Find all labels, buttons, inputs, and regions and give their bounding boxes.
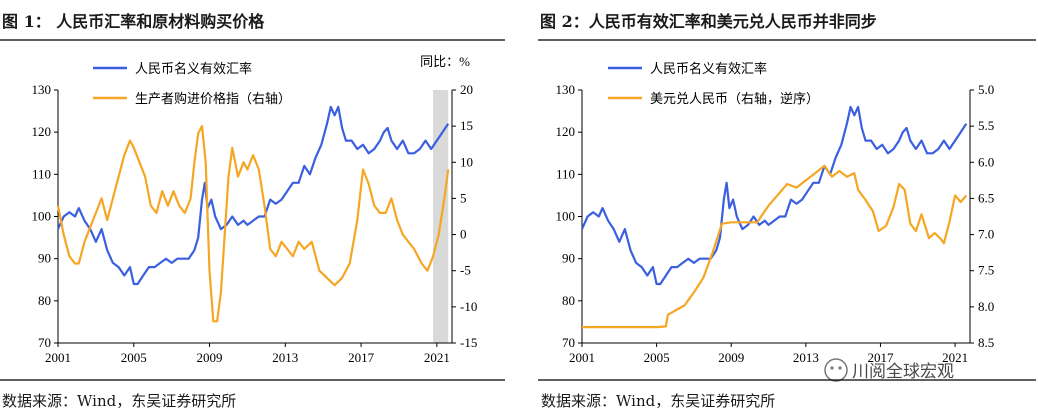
x-tick-label: 2013 bbox=[793, 350, 819, 365]
chart-2-title: 图 2：人民币有效汇率和美元兑人民币并非同步 bbox=[540, 12, 877, 31]
y-tick-label: 80 bbox=[38, 293, 51, 308]
x-tick-label: 2001 bbox=[569, 350, 595, 365]
legend-label-1: 人民币名义有效汇率 bbox=[135, 61, 252, 77]
y2-tick-label: -15 bbox=[460, 335, 477, 350]
x-tick-label: 2021 bbox=[424, 350, 450, 365]
x-tick-label: 2017 bbox=[348, 350, 375, 365]
y2-tick-label: 6.5 bbox=[978, 190, 994, 205]
y2-tick-label: 5.0 bbox=[978, 82, 994, 97]
series-line-2 bbox=[582, 164, 968, 329]
legend-label-1: 人民币名义有效汇率 bbox=[650, 61, 767, 77]
y2-tick-label: 6.0 bbox=[978, 154, 994, 169]
y-tick-label: 130 bbox=[556, 82, 576, 97]
wechat-logo-eye-left bbox=[830, 366, 834, 370]
y2-tick-label: 20 bbox=[460, 82, 473, 97]
chart-1-title: 图 1： 人民币汇率和原材料购买价格 bbox=[2, 12, 265, 31]
x-tick-label: 2001 bbox=[45, 350, 71, 365]
wechat-logo-eye-right bbox=[838, 366, 842, 370]
y2-tick-label: 8.5 bbox=[978, 335, 994, 350]
y2-tick-label: 0 bbox=[460, 227, 467, 242]
y-tick-label: 130 bbox=[32, 82, 52, 97]
x-tick-label: 2005 bbox=[121, 350, 147, 365]
chart-1-right-axis-unit: 同比：% bbox=[420, 54, 470, 69]
watermark: 川阅全球宏观 bbox=[824, 358, 954, 382]
y2-tick-label: 15 bbox=[460, 118, 473, 133]
y2-tick-label: 8.0 bbox=[978, 299, 994, 314]
y-tick-label: 70 bbox=[38, 335, 51, 350]
legend-label-2: 生产者购进价格指（右轴） bbox=[135, 91, 291, 107]
chart-panel-1: 图 1： 人民币汇率和原材料购买价格 同比：% 7080901001101201… bbox=[0, 12, 505, 410]
x-tick-label: 2013 bbox=[272, 350, 298, 365]
y-tick-label: 120 bbox=[556, 124, 576, 139]
y-tick-label: 100 bbox=[32, 209, 52, 224]
x-tick-label: 2009 bbox=[718, 350, 744, 365]
y-tick-label: 110 bbox=[32, 166, 51, 181]
legend-label-2: 美元兑人民币（右轴，逆序） bbox=[650, 91, 819, 107]
y2-tick-label: -10 bbox=[460, 299, 477, 314]
watermark-text: 川阅全球宏观 bbox=[852, 362, 954, 382]
chart-1-axes: 70 80 90 100 110 120 130 -15 -10 -5 0 5 10 15 20 2001 20… bbox=[32, 82, 478, 365]
y2-tick-label: 5.5 bbox=[978, 118, 994, 133]
series-line-1 bbox=[56, 105, 450, 286]
chart-1-series-group bbox=[56, 105, 450, 323]
y-tick-label: 110 bbox=[556, 166, 575, 181]
y2-tick-label: -5 bbox=[460, 263, 471, 278]
x-tick-label: 2005 bbox=[644, 350, 670, 365]
y-tick-label: 70 bbox=[562, 335, 575, 350]
y-tick-label: 90 bbox=[562, 251, 575, 266]
chart-2-source: 数据来源：Wind，东吴证券研究所 bbox=[541, 392, 775, 410]
y-tick-label: 120 bbox=[32, 124, 52, 139]
series-line-1 bbox=[580, 105, 968, 286]
chart-2-axes: 70 80 90 100 110 120 130 5.0 5.5 6.0 6.5 7.0 7.5 8.0 8… bbox=[556, 82, 995, 365]
x-tick-label: 2009 bbox=[197, 350, 223, 365]
y2-tick-label: 5 bbox=[460, 190, 467, 205]
y2-tick-label: 10 bbox=[460, 154, 473, 169]
chart-1-source: 数据来源：Wind，东吴证券研究所 bbox=[2, 392, 236, 410]
y2-tick-label: 7.5 bbox=[978, 263, 994, 278]
wechat-logo-icon bbox=[824, 358, 848, 382]
x-tick-label: 2021 bbox=[942, 350, 968, 365]
y-tick-label: 80 bbox=[562, 293, 575, 308]
chart-2-series-group bbox=[580, 105, 968, 329]
y-tick-label: 90 bbox=[38, 251, 51, 266]
y-tick-label: 100 bbox=[556, 209, 576, 224]
y2-tick-label: 7.0 bbox=[978, 227, 994, 242]
chart-panel-2: 图 2：人民币有效汇率和美元兑人民币并非同步 70 80 90 100 110 120 13… bbox=[538, 12, 1036, 410]
x-tick-label: 2017 bbox=[867, 350, 894, 365]
series-line-2 bbox=[56, 124, 450, 323]
